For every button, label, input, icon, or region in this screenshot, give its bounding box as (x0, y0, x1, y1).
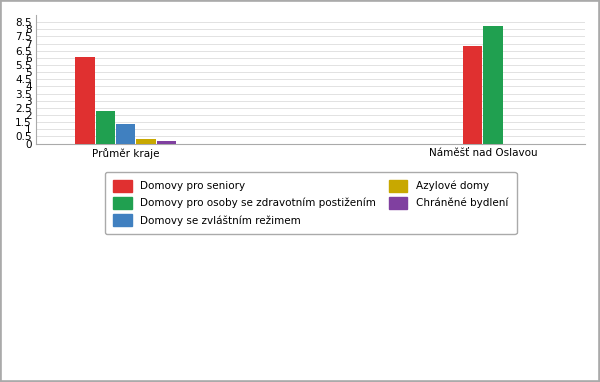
Legend: Domovy pro seniory, Domovy pro osoby se zdravotním postižením, Domovy se zvláštn: Domovy pro seniory, Domovy pro osoby se … (105, 172, 517, 234)
Bar (484, 26, 503, 144)
Bar (95, 111, 115, 144)
Bar (463, 46, 482, 144)
Bar (136, 139, 156, 144)
Bar (116, 124, 136, 144)
Bar (75, 57, 95, 144)
Bar (157, 141, 176, 144)
